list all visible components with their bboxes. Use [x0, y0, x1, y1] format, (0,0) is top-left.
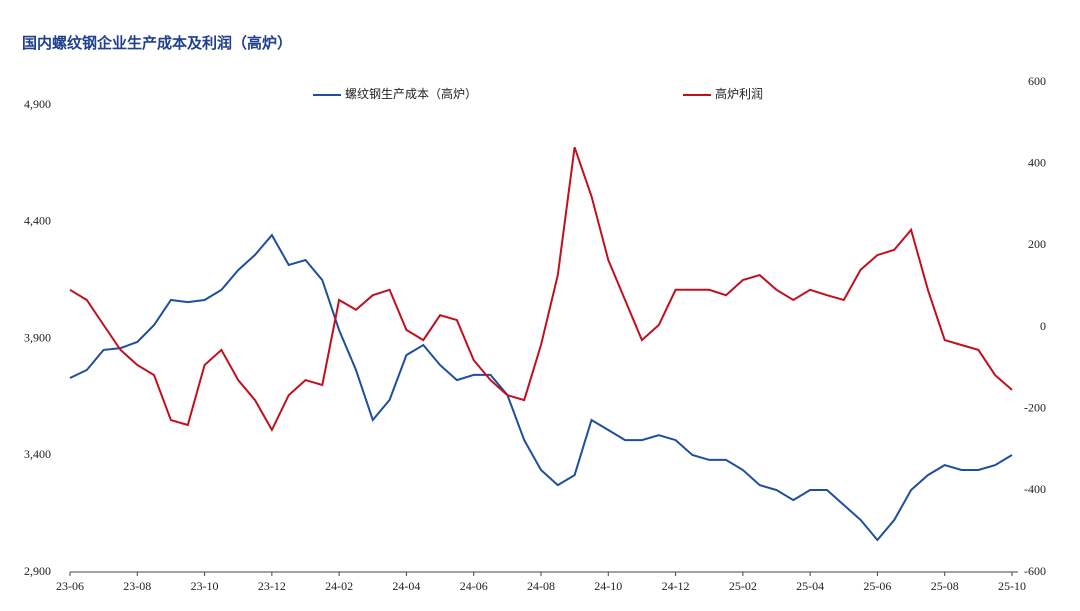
chart-title: 国内螺纹钢企业生产成本及利润（高炉）: [22, 34, 292, 52]
x-tick-label: 25-08: [931, 579, 959, 593]
y2-tick-label: 400: [1028, 155, 1046, 169]
x-tick-label: 23-08: [123, 579, 151, 593]
x-tick-label: 23-06: [56, 579, 84, 593]
series-line: [69, 233, 1013, 542]
y2-tick-label: -200: [1024, 400, 1046, 414]
x-tick-label: 25-04: [796, 579, 824, 593]
series-line: [69, 146, 1013, 433]
y-tick-label: 2,900: [24, 564, 51, 578]
x-tick-label: 25-02: [729, 579, 757, 593]
legend-label: 高炉利润: [715, 86, 763, 101]
y2-tick-label: -600: [1024, 564, 1046, 578]
y2-tick-label: -400: [1024, 482, 1046, 496]
x-tick-label: 23-10: [191, 579, 219, 593]
x-tick-label: 23-12: [258, 579, 286, 593]
x-tick-label: 24-10: [594, 579, 622, 593]
x-tick-label: 25-06: [863, 579, 891, 593]
y-tick-label: 4,400: [24, 214, 51, 228]
x-tick-label: 24-12: [662, 579, 690, 593]
x-tick-label: 24-08: [527, 579, 555, 593]
x-tick-label: 24-06: [460, 579, 488, 593]
y-tick-label: 3,900: [24, 330, 51, 344]
y2-tick-label: 600: [1028, 74, 1046, 88]
legend-label: 螺纹钢生产成本（高炉）: [345, 86, 477, 101]
y-tick-label: 4,900: [24, 97, 51, 111]
x-tick-label: 24-02: [325, 579, 353, 593]
x-tick-label: 24-04: [392, 579, 420, 593]
x-tick-label: 25-10: [998, 579, 1026, 593]
y2-tick-label: 0: [1040, 319, 1046, 333]
y-tick-label: 3,400: [24, 447, 51, 461]
y2-tick-label: 200: [1028, 237, 1046, 251]
